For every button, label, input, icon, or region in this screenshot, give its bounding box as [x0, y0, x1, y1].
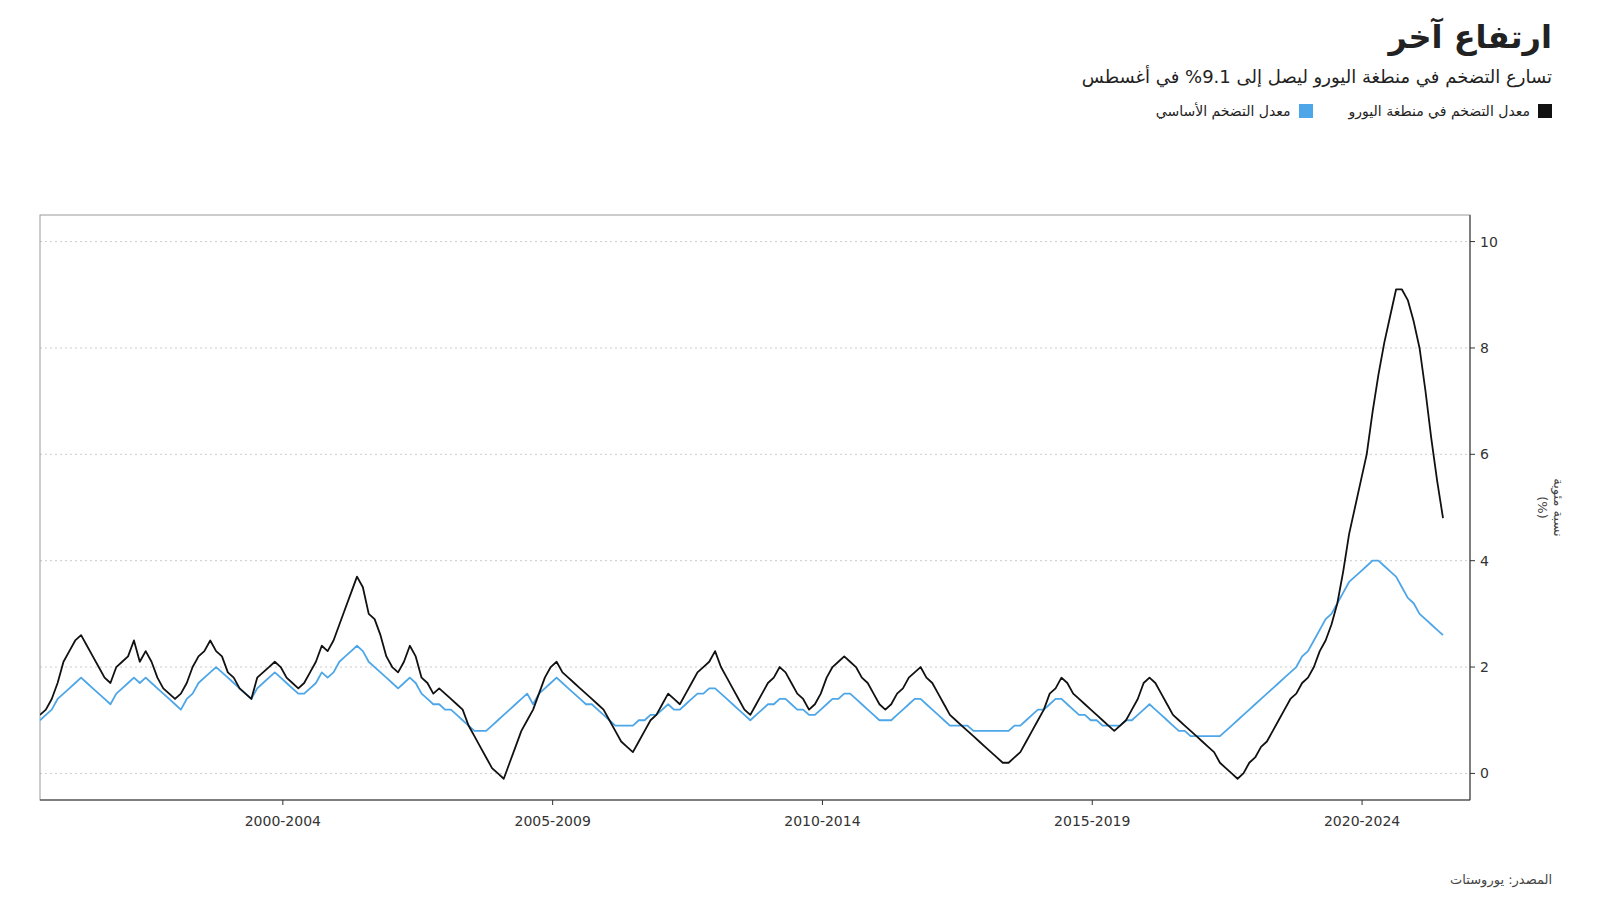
x-axis-line: [40, 800, 1470, 801]
grid-line: [40, 454, 1470, 455]
y-axis-label-line: (%): [1535, 496, 1550, 519]
title: ارتفاع آخر: [48, 18, 1552, 56]
y-axis-label: نسبة مئوية(%): [1535, 478, 1566, 536]
legend-item: معدل التضخم في منطغة اليورو: [1349, 103, 1552, 119]
y-tick: [1470, 454, 1475, 455]
x-tick-label: 2005-2009: [514, 813, 590, 829]
x-tick-label: 2015-2019: [1054, 813, 1130, 829]
x-tick-label: 2010-2014: [784, 813, 860, 829]
y-tick-label: 8: [1480, 340, 1489, 356]
legend-item: معدل التضخم الأساسي: [1156, 103, 1313, 119]
series-group: [40, 289, 1443, 778]
legend-label: معدل التضخم الأساسي: [1156, 103, 1291, 119]
legend-swatch: [1299, 104, 1313, 118]
grid-line: [40, 560, 1470, 561]
y-tick-label: 0: [1480, 765, 1489, 781]
x-tick: [1362, 800, 1363, 805]
y-tick: [1470, 241, 1475, 242]
y-tick: [1470, 560, 1475, 561]
y-tick-label: 2: [1480, 659, 1489, 675]
series-line: [40, 289, 1443, 778]
y-tick-label: 4: [1480, 553, 1489, 569]
x-tick-label: 2020-2024: [1324, 813, 1400, 829]
y-tick-label: 6: [1480, 446, 1489, 462]
y-tick: [1470, 667, 1475, 668]
plot-frame: [40, 215, 1470, 800]
legend-label: معدل التضخم في منطغة اليورو: [1349, 103, 1530, 119]
y-tick: [1470, 347, 1475, 348]
x-tick: [552, 800, 553, 805]
source: المصدر: يوروستات: [1450, 872, 1552, 887]
series-line: [40, 561, 1443, 737]
x-axis: 2000-2004 2005-2009 2010-2014 2015-2019 2020…: [245, 800, 1401, 829]
y-axis-line: [1470, 215, 1471, 800]
legend-swatch: [1538, 104, 1552, 118]
y-tick-label: 10: [1480, 234, 1498, 250]
chart: 2000-20042005-20092010-20142015-20192020…: [0, 0, 1600, 901]
x-tick: [822, 800, 823, 805]
y-axis: 0 2 4 6 8 10: [1470, 234, 1498, 782]
grid: [40, 242, 1470, 774]
x-tick: [1092, 800, 1093, 805]
y-axis-label-line: نسبة مئوية: [1550, 478, 1566, 536]
y-tick: [1470, 773, 1475, 774]
x-tick-label: 2000-2004: [245, 813, 321, 829]
header: ارتفاع آخر تسارع التضخم في منطغة اليورو ل…: [48, 18, 1552, 119]
grid-line: [40, 773, 1470, 774]
grid-line: [40, 241, 1470, 242]
subtitle: تسارع التضخم في منطغة اليورو ليصل إلى 9.…: [48, 66, 1552, 87]
legend: معدل التضخم في منطغة اليورو معدل التضخم ا…: [48, 103, 1552, 119]
x-tick: [282, 800, 283, 805]
grid-line: [40, 667, 1470, 668]
grid-line: [40, 347, 1470, 348]
